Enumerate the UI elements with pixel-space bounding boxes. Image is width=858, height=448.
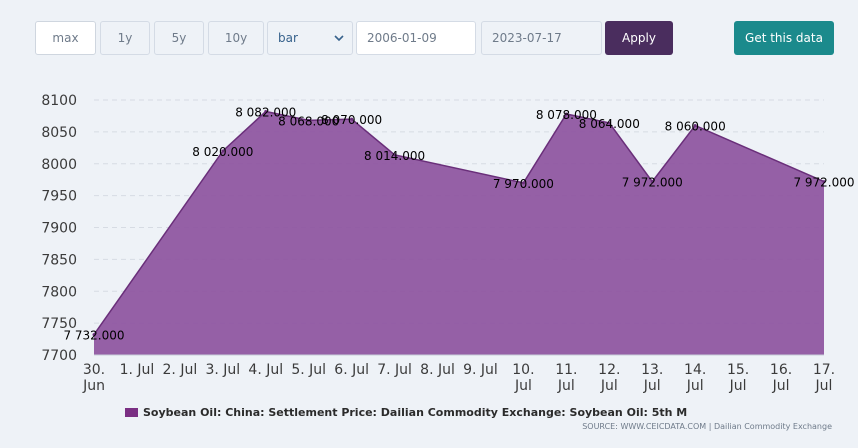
data-point: [693, 124, 697, 127]
x-tick-label: 11.: [555, 362, 577, 378]
chart: 7700 7750 7800 7850 7900 7950 8000 8050 8100 7 73…: [41, 93, 854, 394]
toolbar: max 1y 5y 10y bar 2006-01-09 2023-07-17 …: [0, 0, 858, 70]
legend-label: Soybean Oil: China: Settlement Price: Da…: [143, 406, 688, 419]
range-max-button[interactable]: max: [35, 21, 96, 55]
data-label: 8 068.000: [278, 114, 339, 128]
y-tick-label: 7900: [41, 221, 77, 237]
y-tick-label: 8000: [41, 157, 77, 173]
data-point: [393, 153, 397, 157]
y-tick-label: 7700: [41, 348, 77, 364]
get-this-data-button[interactable]: Get this data: [734, 21, 834, 55]
x-tick-label: Jul: [557, 378, 575, 394]
x-tick-label: Jul: [643, 378, 661, 394]
x-tick-label: Jul: [729, 378, 747, 394]
y-tick-label: 8050: [41, 125, 77, 141]
x-tick-label: Jul: [772, 378, 790, 394]
data-label: 8 082.000: [235, 105, 296, 119]
x-tick-label: 8. Jul: [420, 362, 455, 378]
data-point: [650, 180, 654, 184]
x-tick-label: 12.: [598, 362, 620, 378]
legend-swatch: [125, 408, 138, 417]
data-point: [607, 121, 611, 125]
data-label: 8 060.000: [665, 120, 726, 134]
chart-type-value: bar: [278, 31, 298, 45]
series-area: [94, 111, 824, 355]
data-label: 7 732.000: [63, 329, 124, 343]
data-label: 7 970.000: [493, 177, 554, 191]
x-tick-label: 17.: [813, 362, 835, 378]
x-tick-label: 9. Jul: [463, 362, 498, 378]
chevron-down-icon: [334, 35, 344, 42]
range-1y-button[interactable]: 1y: [100, 21, 150, 55]
data-label: 8 070.000: [321, 113, 382, 127]
y-tick-label: 7850: [41, 252, 77, 268]
x-tick-label: Jun: [82, 378, 105, 394]
x-tick-label: Jul: [815, 378, 833, 394]
x-tick-label: 4. Jul: [248, 362, 283, 378]
x-tick-label: Jul: [686, 378, 704, 394]
x-tick-label: 10.: [512, 362, 534, 378]
x-tick-label: 1. Jul: [120, 362, 155, 378]
data-point: [822, 180, 826, 184]
x-tick-label: 15.: [727, 362, 749, 378]
data-point: [307, 118, 311, 122]
data-point: [221, 149, 225, 153]
y-tick-label: 7800: [41, 284, 77, 300]
x-tick-label: 14.: [684, 362, 706, 378]
data-label: 8 014.000: [364, 149, 425, 163]
data-label: 8 078.000: [536, 108, 597, 122]
data-point: [92, 333, 96, 337]
x-tick-label: 16.: [770, 362, 792, 378]
end-date-input[interactable]: 2023-07-17: [481, 21, 602, 55]
legend[interactable]: Soybean Oil: China: Settlement Price: Da…: [125, 406, 687, 419]
x-tick-label: 30.: [83, 362, 105, 378]
series-line: [93, 110, 825, 336]
x-tick-label: Jul: [600, 378, 618, 394]
range-10y-button[interactable]: 10y: [208, 21, 264, 55]
x-tick-label: 3. Jul: [205, 362, 240, 378]
x-tick-label: Jul: [514, 378, 532, 394]
data-label: 8 020.000: [192, 145, 253, 159]
apply-button[interactable]: Apply: [605, 21, 673, 55]
y-tick-label: 7950: [41, 189, 77, 205]
range-5y-button[interactable]: 5y: [154, 21, 204, 55]
data-point: [521, 181, 525, 185]
x-tick-label: 5. Jul: [291, 362, 326, 378]
data-label: 7 972.000: [793, 176, 854, 190]
data-point: [350, 117, 354, 121]
chart-type-select[interactable]: bar: [267, 21, 353, 55]
y-tick-label: 8100: [41, 93, 77, 109]
data-point: [264, 109, 268, 113]
x-tick-label: 2. Jul: [163, 362, 198, 378]
data-label: 7 972.000: [622, 176, 683, 190]
x-tick-label: 6. Jul: [334, 362, 369, 378]
source-text: SOURCE: WWW.CEICDATA.COM | Dailian Commo…: [582, 422, 832, 431]
start-date-input[interactable]: 2006-01-09: [356, 21, 476, 55]
x-tick-label: 7. Jul: [377, 362, 412, 378]
x-tick-label: 13.: [641, 362, 663, 378]
y-tick-label: 7750: [41, 316, 77, 332]
data-point: [564, 112, 568, 116]
data-label: 8 064.000: [579, 117, 640, 131]
